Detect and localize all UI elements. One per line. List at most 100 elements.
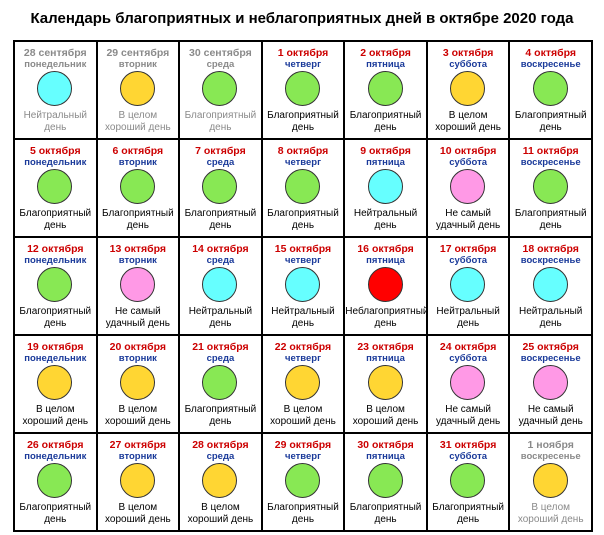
day-cell: 30 сентября среда Благоприятный день [180, 42, 263, 140]
day-status-label: Не самый удачный день [436, 208, 501, 231]
day-status-label: Нейтральный день [518, 306, 583, 329]
day-status-circle [284, 463, 320, 498]
day-cell: 28 октября среда В целом хороший день [180, 434, 263, 532]
day-cell: 7 октября среда Благоприятный день [180, 140, 263, 238]
day-cell: 8 октября четверг Благоприятный день [262, 140, 346, 238]
day-status-circle [450, 463, 486, 498]
day-weekday: воскресенье [520, 353, 581, 364]
day-status-circle [119, 267, 155, 302]
day-date: 28 сентября [23, 47, 87, 59]
day-weekday: среда [206, 353, 235, 364]
day-status-label: Благоприятный день [184, 208, 257, 231]
day-date: 30 сентября [189, 47, 252, 59]
day-status-circle [450, 365, 486, 400]
day-weekday: понедельник [24, 59, 87, 70]
day-weekday: среда [206, 59, 235, 70]
day-weekday: пятница [366, 157, 405, 168]
day-status-label: В целом хороший день [352, 404, 419, 427]
day-status-circle [37, 267, 73, 302]
day-status-label: Нейтральный день [188, 306, 253, 329]
day-date: 15 октября [274, 243, 332, 255]
day-status-label: Благоприятный день [432, 502, 504, 525]
day-status-label: Благоприятный день [19, 306, 92, 329]
day-status-label: Нейтральный день [436, 306, 500, 329]
day-date: 4 октября [525, 47, 576, 59]
day-status-circle [37, 71, 73, 106]
day-status-circle [37, 463, 73, 498]
day-status-label: Нейтральный день [23, 110, 87, 133]
day-status-label: Нейтральный день [353, 208, 418, 231]
day-status-circle [367, 169, 403, 204]
day-status-circle [450, 267, 486, 302]
day-cell: 13 октября вторник Не самый удачный день [97, 238, 181, 336]
day-status-circle [532, 71, 568, 106]
day-status-label: Благоприятный день [184, 404, 257, 427]
day-status-circle [367, 463, 403, 498]
day-weekday: суббота [449, 59, 488, 70]
day-weekday: воскресенье [520, 255, 581, 266]
day-weekday: вторник [118, 255, 157, 266]
day-weekday: четверг [284, 451, 322, 462]
day-status-circle [367, 365, 403, 400]
day-weekday: воскресенье [520, 451, 581, 462]
day-status-circle [450, 71, 486, 106]
page-title: Календарь благоприятных и неблагоприятны… [30, 10, 574, 27]
day-status-label: Благоприятный день [514, 208, 587, 231]
day-status-circle [284, 169, 320, 204]
day-cell: 4 октября воскресенье Благоприятный день [510, 42, 593, 140]
day-date: 19 октября [27, 341, 84, 353]
day-date: 1 ноября [527, 439, 574, 451]
day-weekday: суббота [449, 451, 488, 462]
day-status-label: Неблагоприятный день [345, 306, 429, 329]
day-status-label: Благоприятный день [267, 502, 339, 525]
day-status-label: В целом хороший день [22, 404, 89, 427]
day-date: 3 октября [442, 47, 494, 59]
day-cell: 26 октября понедельник Благоприятный день [15, 434, 98, 532]
day-date: 21 октября [192, 341, 249, 353]
day-weekday: суббота [449, 157, 488, 168]
day-cell: 18 октября воскресенье Нейтральный день [510, 238, 593, 336]
day-status-label: В целом хороший день [517, 502, 584, 525]
day-status-circle [37, 365, 73, 400]
day-status-label: Не самый удачный день [518, 404, 583, 427]
day-cell: 11 октября воскресенье Благоприятный день [510, 140, 593, 238]
day-cell: 21 октября среда Благоприятный день [180, 336, 263, 434]
day-cell: 1 ноября воскресенье В целом хороший день [510, 434, 593, 532]
day-weekday: пятница [366, 451, 405, 462]
day-cell: 19 октября понедельник В целом хороший ден… [15, 336, 98, 434]
day-status-circle [37, 169, 73, 204]
day-date: 26 октября [27, 439, 84, 451]
day-weekday: понедельник [24, 451, 87, 462]
day-status-circle [532, 169, 568, 204]
day-status-label: В целом хороший день [105, 404, 171, 427]
day-status-label: Не самый удачный день [436, 404, 501, 427]
day-weekday: среда [206, 255, 235, 266]
day-cell: 3 октября суббота В целом хороший день [427, 42, 511, 140]
day-date: 2 октября [360, 47, 411, 59]
day-date: 14 октября [192, 243, 249, 255]
day-status-circle [532, 365, 568, 400]
day-weekday: воскресенье [520, 157, 581, 168]
day-cell: 6 октября вторник Благоприятный день [97, 140, 181, 238]
day-date: 18 октября [522, 243, 579, 255]
day-weekday: понедельник [24, 353, 87, 364]
day-date: 13 октября [109, 243, 167, 255]
day-status-label: Благоприятный день [349, 502, 422, 525]
day-cell: 25 октября воскресенье Не самый удачный де… [510, 336, 593, 434]
day-date: 12 октября [27, 243, 84, 255]
day-status-label: В целом хороший день [435, 110, 501, 133]
day-cell: 27 октября вторник В целом хороший день [97, 434, 181, 532]
day-weekday: воскресенье [520, 59, 581, 70]
day-status-label: Благоприятный день [19, 502, 92, 525]
day-cell: 10 октября суббота Не самый удачный день [427, 140, 511, 238]
day-date: 1 октября [277, 47, 329, 59]
day-date: 24 октября [439, 341, 497, 353]
day-status-label: Нейтральный день [271, 306, 335, 329]
day-cell: 14 октября среда Нейтральный день [180, 238, 263, 336]
day-status-circle [284, 267, 320, 302]
day-status-label: Благоприятный день [102, 208, 174, 231]
day-cell: 28 сентября понедельник Нейтральный день [15, 42, 98, 140]
day-status-circle [532, 463, 568, 498]
day-cell: 1 октября четверг Благоприятный день [262, 42, 346, 140]
day-weekday: четверг [284, 157, 322, 168]
